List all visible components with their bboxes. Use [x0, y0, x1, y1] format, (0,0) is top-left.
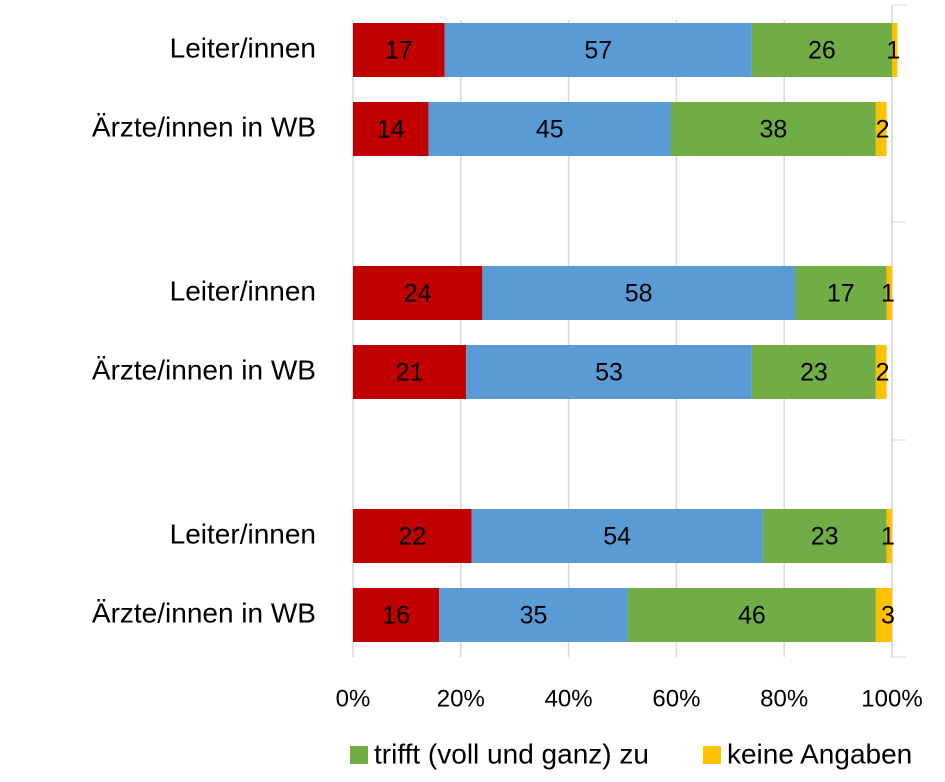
bar-segment — [353, 102, 429, 156]
data-label: 54 — [603, 523, 631, 551]
x-tick-label: 20% — [437, 685, 485, 712]
data-label: 23 — [811, 523, 839, 551]
data-label: 14 — [377, 116, 405, 144]
legend-label: trifft (voll und ganz) zu — [374, 738, 649, 769]
data-label: 17 — [827, 280, 855, 308]
bar-segment — [471, 509, 763, 563]
data-label: 1 — [881, 523, 895, 551]
bar-segment — [794, 266, 887, 320]
y-tick-label: Ärzte/innen in WB — [92, 111, 316, 142]
legend-swatch — [702, 746, 721, 764]
x-tick-label: 0% — [336, 685, 371, 712]
y-tick-label: Leiter/innen — [170, 518, 316, 549]
bar-segment — [751, 345, 876, 399]
data-label: 53 — [595, 359, 623, 387]
x-tick-label: 100% — [861, 685, 922, 712]
legend-swatch — [350, 746, 368, 764]
data-label: 23 — [800, 359, 828, 387]
data-label: 45 — [536, 116, 564, 144]
data-label: 38 — [760, 116, 788, 144]
data-label: 46 — [738, 602, 766, 630]
bar-segment — [444, 23, 752, 77]
bar-segment — [627, 588, 876, 642]
data-label: 26 — [808, 37, 836, 65]
y-tick-label: Ärzte/innen in WB — [92, 597, 316, 628]
bar-segment — [875, 102, 887, 156]
data-label: 57 — [584, 37, 612, 65]
data-label: 2 — [876, 116, 890, 144]
data-label: 3 — [881, 602, 895, 630]
bar-segment — [762, 509, 887, 563]
x-tick-label: 60% — [652, 685, 700, 712]
data-label: 1 — [881, 280, 895, 308]
data-label: 24 — [404, 280, 432, 308]
bar-segment — [353, 345, 467, 399]
bar-segment — [751, 23, 892, 77]
bar-segment — [886, 266, 892, 320]
bar-segment — [439, 588, 628, 642]
bar-segment — [353, 266, 483, 320]
legend-label: keine Angaben — [727, 738, 912, 769]
bar-segment — [875, 588, 892, 642]
bar-segment — [875, 345, 887, 399]
y-tick-label: Ärzte/innen in WB — [92, 354, 316, 385]
bar-segment — [428, 102, 672, 156]
data-label: 1 — [886, 37, 900, 65]
data-label: 35 — [520, 602, 548, 630]
data-label: 22 — [398, 523, 426, 551]
x-tick-label: 40% — [545, 685, 593, 712]
data-label: 17 — [385, 37, 413, 65]
bar-segment — [892, 23, 898, 77]
bar-segment — [671, 102, 876, 156]
data-label: 2 — [876, 359, 890, 387]
bar-segment — [353, 509, 472, 563]
data-label: 16 — [382, 602, 410, 630]
x-tick-label: 80% — [760, 685, 808, 712]
data-label: 58 — [625, 280, 653, 308]
bar-segment — [353, 23, 445, 77]
y-tick-label: Leiter/innen — [170, 275, 316, 306]
bar-segment — [353, 588, 440, 642]
y-tick-label: Leiter/innen — [170, 32, 316, 63]
bar-segment — [482, 266, 795, 320]
data-label: 21 — [396, 359, 424, 387]
bar-segment — [886, 509, 892, 563]
bar-segment — [466, 345, 752, 399]
